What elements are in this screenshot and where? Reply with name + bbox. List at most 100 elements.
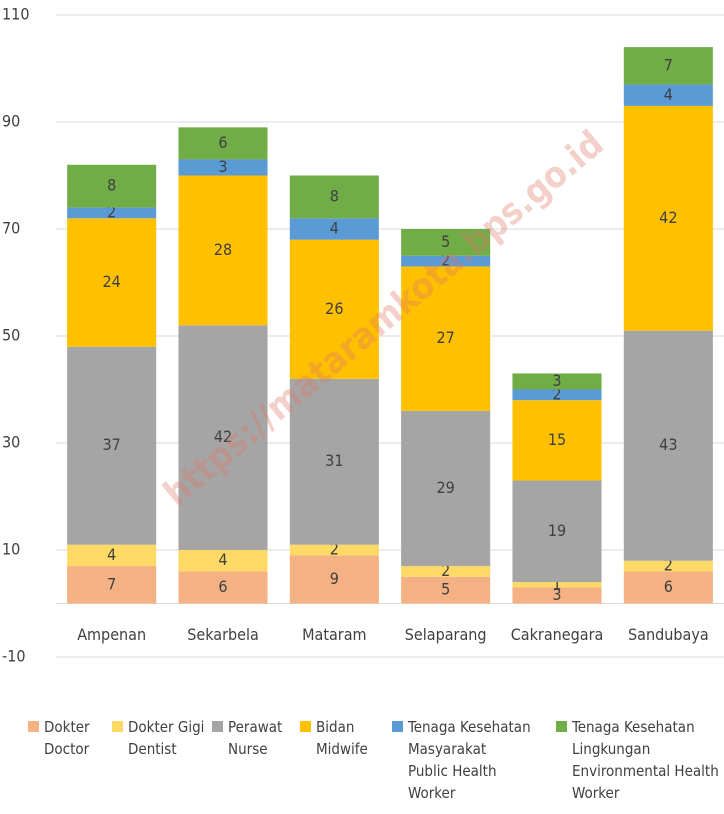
legend-label: Dokter Doctor <box>44 718 90 758</box>
bar-segment <box>401 266 491 411</box>
bar-segment <box>289 218 379 240</box>
data-label: 6 <box>218 577 227 596</box>
bar-segment <box>67 544 157 567</box>
y-tick-label: 50 <box>2 326 20 345</box>
legend-label: Perawat Nurse <box>228 718 283 758</box>
bar-segment <box>178 127 268 160</box>
data-label: 8 <box>107 176 116 195</box>
data-label: 37 <box>103 435 121 454</box>
legend-swatch <box>212 721 223 732</box>
data-label: 4 <box>218 550 227 569</box>
bar-segment <box>67 164 157 208</box>
data-label: 43 <box>659 435 677 454</box>
x-tick-label: Selaparang <box>405 625 487 644</box>
legend-swatch <box>28 721 39 732</box>
bar-segment <box>289 378 379 545</box>
legend-item: Dokter Gigi Dentist <box>112 716 204 760</box>
bar-segment <box>178 550 268 572</box>
data-label: 26 <box>325 299 343 318</box>
bar-segment <box>289 175 379 219</box>
data-label: 28 <box>214 240 232 259</box>
bar-segment <box>289 239 379 379</box>
data-label: 27 <box>437 328 455 347</box>
legend-swatch <box>556 721 567 732</box>
y-tick-label: 90 <box>2 112 20 131</box>
data-label: 2 <box>330 540 339 559</box>
x-tick-label: Sekarbela <box>187 625 259 644</box>
data-label: 2 <box>107 202 116 221</box>
bar-segment <box>512 582 602 588</box>
x-tick-label: Sandubaya <box>628 625 709 644</box>
bar-segment <box>178 325 268 550</box>
data-label: 2 <box>441 561 450 580</box>
y-tick-label: -10 <box>2 647 26 666</box>
bar-segment <box>401 229 491 256</box>
data-label: 9 <box>330 569 339 588</box>
legend-item: Dokter Doctor <box>28 716 90 760</box>
data-label: 6 <box>664 577 673 596</box>
data-label: 24 <box>103 272 121 291</box>
bar-segment <box>623 84 713 106</box>
data-label: 2 <box>441 251 450 270</box>
legend-item: Tenaga Kesehatan Lingkungan Environmenta… <box>556 716 719 804</box>
x-tick-label: Ampenan <box>77 625 146 644</box>
bar-segment <box>623 560 713 572</box>
y-tick-label: 110 <box>2 5 29 24</box>
bar-segment <box>401 255 491 267</box>
data-label: 2 <box>552 384 561 403</box>
legend-swatch <box>392 721 403 732</box>
data-label: 5 <box>441 232 450 251</box>
data-label: 7 <box>107 574 116 593</box>
data-label: 8 <box>330 186 339 205</box>
legend-item: Bidan Midwife <box>300 716 368 760</box>
bar-segment <box>512 480 602 583</box>
data-label: 19 <box>548 521 566 540</box>
bar-segment <box>623 330 713 561</box>
data-label: 42 <box>659 208 677 227</box>
bar-segment <box>67 207 157 219</box>
data-label: 4 <box>107 545 116 564</box>
bar-segment <box>178 159 268 176</box>
bar-segment <box>623 47 713 85</box>
bar-segment <box>178 571 268 604</box>
data-label: 2 <box>664 556 673 575</box>
y-tick-label: 70 <box>2 219 20 238</box>
bar-segment <box>512 400 602 481</box>
chart: -10103050709011074372428Ampenan64422836S… <box>2 5 724 666</box>
data-label: 3 <box>552 371 561 390</box>
bar-segment <box>512 389 602 401</box>
bar-segment <box>623 105 713 331</box>
bar-segment <box>401 410 491 567</box>
bar-segment <box>289 555 379 604</box>
legend-item: Perawat Nurse <box>212 716 282 760</box>
data-label: 4 <box>664 85 673 104</box>
legend-label: Bidan Midwife <box>316 718 368 758</box>
bar-segment <box>67 566 157 604</box>
data-label: 29 <box>437 478 455 497</box>
bar-segment <box>623 571 713 604</box>
bar-segment <box>512 587 602 604</box>
bar-segment <box>67 218 157 347</box>
x-tick-label: Mataram <box>302 625 366 644</box>
data-label: 7 <box>664 55 673 74</box>
data-label: 5 <box>441 580 450 599</box>
legend-label: Tenaga Kesehatan Masyarakat Public Healt… <box>408 718 531 802</box>
data-label: 3 <box>552 585 561 604</box>
bar-segment <box>289 544 379 556</box>
legend-label: Dokter Gigi Dentist <box>128 718 205 758</box>
legend-item: Tenaga Kesehatan Masyarakat Public Healt… <box>392 716 531 804</box>
bar-segment <box>67 346 157 545</box>
data-label: 31 <box>325 451 343 470</box>
y-tick-label: 10 <box>2 540 20 559</box>
legend-swatch <box>300 721 311 732</box>
bar-segment <box>401 576 491 604</box>
legend-swatch <box>112 721 123 732</box>
bar-segment <box>512 373 602 390</box>
bar-segment <box>178 175 268 326</box>
data-label: 15 <box>548 430 566 449</box>
data-label: 4 <box>330 219 339 238</box>
y-tick-label: 30 <box>2 433 20 452</box>
bar-segment <box>401 566 491 577</box>
data-label: 42 <box>214 427 232 446</box>
